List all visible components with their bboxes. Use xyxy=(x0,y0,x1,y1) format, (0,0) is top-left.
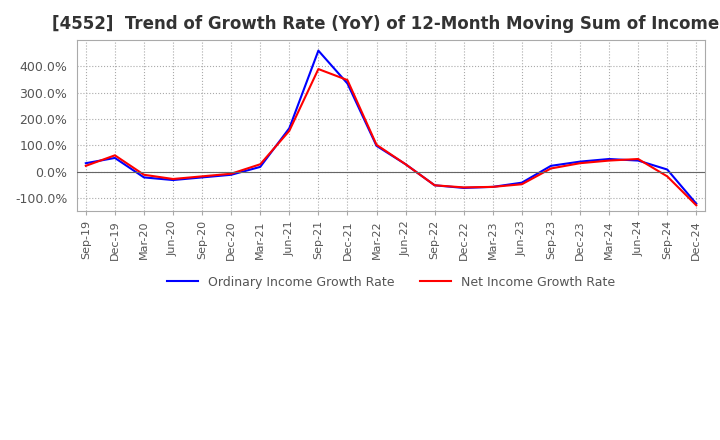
Ordinary Income Growth Rate xyxy=(488,184,497,190)
Legend: Ordinary Income Growth Rate, Net Income Growth Rate: Ordinary Income Growth Rate, Net Income … xyxy=(162,271,620,294)
Net Income Growth Rate xyxy=(343,77,352,83)
Line: Ordinary Income Growth Rate: Ordinary Income Growth Rate xyxy=(86,51,696,204)
Ordinary Income Growth Rate xyxy=(198,175,207,180)
Ordinary Income Growth Rate xyxy=(81,161,90,166)
Ordinary Income Growth Rate xyxy=(343,81,352,86)
Net Income Growth Rate xyxy=(256,161,264,167)
Ordinary Income Growth Rate xyxy=(168,177,177,183)
Ordinary Income Growth Rate xyxy=(401,161,410,167)
Ordinary Income Growth Rate xyxy=(546,163,555,169)
Net Income Growth Rate xyxy=(168,176,177,182)
Net Income Growth Rate xyxy=(111,153,120,158)
Title: [4552]  Trend of Growth Rate (YoY) of 12-Month Moving Sum of Incomes: [4552] Trend of Growth Rate (YoY) of 12-… xyxy=(53,15,720,33)
Ordinary Income Growth Rate xyxy=(111,155,120,161)
Net Income Growth Rate xyxy=(431,183,439,188)
Ordinary Income Growth Rate xyxy=(663,167,672,172)
Net Income Growth Rate xyxy=(546,166,555,171)
Net Income Growth Rate xyxy=(488,184,497,190)
Net Income Growth Rate xyxy=(314,66,323,72)
Net Income Growth Rate xyxy=(227,171,235,176)
Net Income Growth Rate xyxy=(198,174,207,179)
Net Income Growth Rate xyxy=(285,128,294,133)
Net Income Growth Rate xyxy=(372,142,381,147)
Ordinary Income Growth Rate xyxy=(692,201,701,206)
Net Income Growth Rate xyxy=(634,156,642,161)
Line: Net Income Growth Rate: Net Income Growth Rate xyxy=(86,69,696,205)
Ordinary Income Growth Rate xyxy=(372,143,381,148)
Net Income Growth Rate xyxy=(605,158,613,163)
Ordinary Income Growth Rate xyxy=(459,185,468,191)
Ordinary Income Growth Rate xyxy=(140,175,148,180)
Ordinary Income Growth Rate xyxy=(227,172,235,177)
Net Income Growth Rate xyxy=(663,174,672,179)
Ordinary Income Growth Rate xyxy=(576,159,585,164)
Net Income Growth Rate xyxy=(140,172,148,177)
Net Income Growth Rate xyxy=(459,185,468,190)
Ordinary Income Growth Rate xyxy=(431,183,439,188)
Ordinary Income Growth Rate xyxy=(256,164,264,169)
Net Income Growth Rate xyxy=(81,163,90,169)
Net Income Growth Rate xyxy=(692,203,701,208)
Ordinary Income Growth Rate xyxy=(314,48,323,53)
Ordinary Income Growth Rate xyxy=(518,180,526,185)
Ordinary Income Growth Rate xyxy=(634,158,642,163)
Net Income Growth Rate xyxy=(401,161,410,167)
Net Income Growth Rate xyxy=(518,182,526,187)
Ordinary Income Growth Rate xyxy=(285,125,294,131)
Net Income Growth Rate xyxy=(576,161,585,166)
Ordinary Income Growth Rate xyxy=(605,156,613,161)
